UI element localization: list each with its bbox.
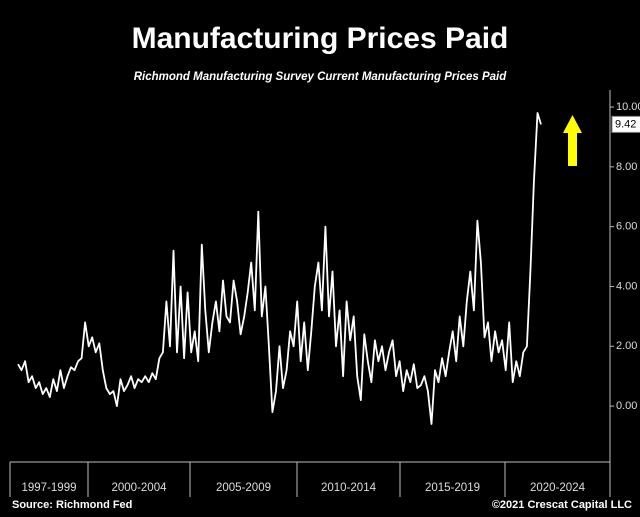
- y-tick-label: 6.00: [616, 221, 637, 233]
- chart-subtitle: Richmond Manufacturing Survey Current Ma…: [134, 71, 508, 83]
- x-tick-label: 2015-2019: [425, 482, 480, 494]
- credit: ©2021 Crescat Capital LLC: [492, 499, 632, 511]
- chart-title: Manufacturing Prices Paid: [132, 22, 509, 55]
- x-tick-label: 2005-2009: [216, 482, 271, 494]
- y-tick-label: 2.00: [616, 340, 637, 352]
- y-tick-label: 10.00: [616, 101, 640, 113]
- up-arrow: [563, 115, 582, 166]
- data-line: [17, 112, 542, 425]
- last-value-label: 9.42: [615, 118, 636, 130]
- y-tick-label: 4.00: [616, 280, 637, 292]
- last-value-box: [611, 115, 640, 133]
- x-tick-label: 2000-2004: [112, 482, 168, 494]
- x-tick-label: 1997-1999: [22, 482, 77, 494]
- x-tick-label: 2010-2014: [321, 482, 377, 494]
- y-tick-label: 0.00: [616, 400, 637, 412]
- x-tick-label: 2020-2024: [530, 482, 586, 494]
- y-tick-label: 8.00: [616, 161, 637, 173]
- source: Source: Richmond Fed: [12, 499, 132, 511]
